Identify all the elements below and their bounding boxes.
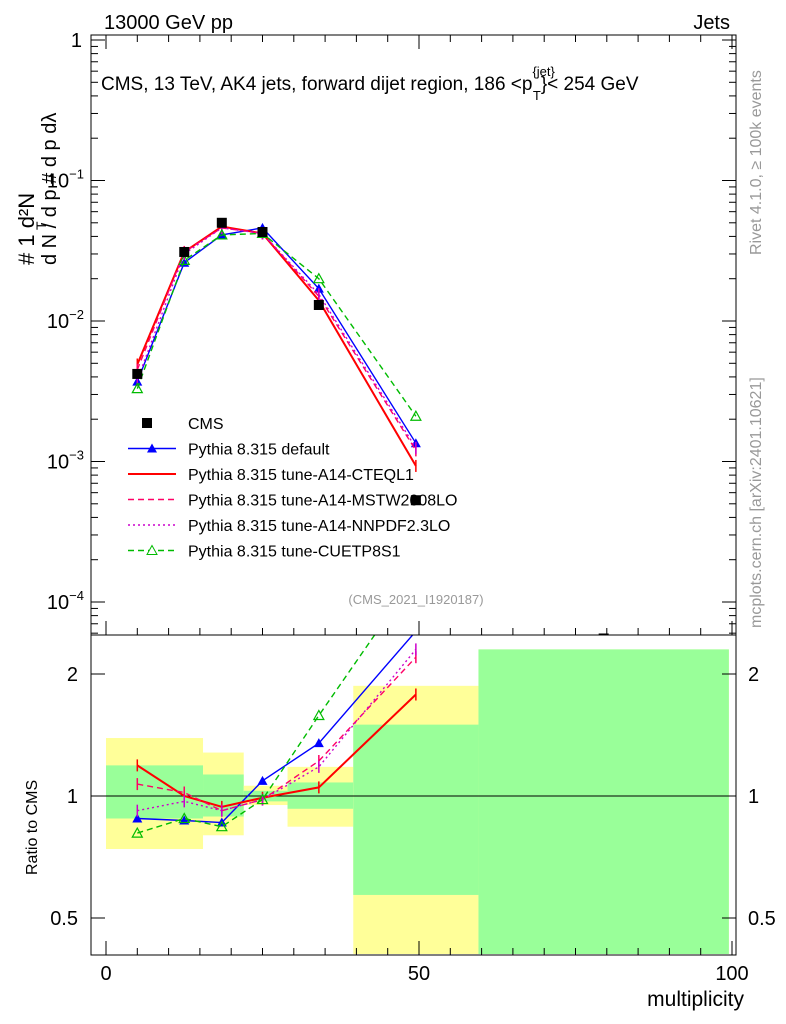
ratio-point-4-5 <box>411 571 421 580</box>
green-band-1 <box>203 774 244 817</box>
title-sup: {jet} <box>532 64 555 79</box>
svg-text:d N / d p # d p dλ: d N / d p # d p dλ <box>39 113 61 265</box>
series-line-0 <box>136 227 417 444</box>
series-line-3 <box>136 227 417 449</box>
ratio-tick-label-right-1: 1 <box>748 786 759 808</box>
svg-text:T: T <box>33 221 49 230</box>
rivet-label: Rivet 4.1.0, ≥ 100k events <box>748 70 765 255</box>
x-tick-label-0: 0 <box>100 963 111 985</box>
title-end: }< 254 GeV <box>541 74 639 95</box>
ratio-point-4-3 <box>256 793 269 805</box>
y-tick-label-4: 10−4 <box>47 588 84 614</box>
point-4-0 <box>131 382 144 394</box>
green-band-4 <box>353 724 479 895</box>
data-point-0 <box>132 368 143 379</box>
legend-marker-4 <box>146 544 158 555</box>
analysis-id: (CMS_2021_I1920187) <box>348 592 483 607</box>
ratio-tick-label-left-0: 2 <box>67 664 78 686</box>
ratio-line-1 <box>136 693 417 808</box>
legend-label-1: Pythia 8.315 tune-A14-CTEQL1 <box>188 467 414 484</box>
title-main: CMS, 13 TeV, AK4 jets, forward dijet reg… <box>101 74 532 95</box>
x-tick-label-2: 100 <box>715 963 748 985</box>
ratio-point-0-4 <box>313 738 324 748</box>
y-tick-label-2: 10−2 <box>47 307 84 333</box>
ratio-point-0-3 <box>257 775 268 785</box>
main-panel <box>131 217 609 635</box>
point-4-2 <box>215 228 228 240</box>
point-4-5 <box>409 409 422 421</box>
series-line-4 <box>136 232 417 417</box>
ratio-line-4 <box>137 635 376 834</box>
data-point-2 <box>216 217 227 228</box>
y-axis-label-main: # 1 d²N d N / d p # d p dλ T <box>14 113 61 265</box>
point-4-1 <box>178 254 191 265</box>
data-point-3 <box>257 226 268 237</box>
chart-title: CMS, 13 TeV, AK4 jets, forward dijet reg… <box>101 64 639 103</box>
legend-marker-data <box>142 418 152 428</box>
green-band-5 <box>478 649 729 954</box>
mcplots-label: mcplots.cern.ch [arXiv:2401.10621] <box>748 377 765 628</box>
ratio-point-4-2 <box>215 820 228 832</box>
legend-label-0: Pythia 8.315 default <box>188 442 330 459</box>
x-tick-label-1: 50 <box>408 963 430 985</box>
series-line-1 <box>136 225 417 467</box>
svg-text:CMS, 13 TeV, AK4 jets, forward: CMS, 13 TeV, AK4 jets, forward dijet reg… <box>101 64 639 103</box>
data-point-extra <box>598 633 609 635</box>
ratio-bands <box>106 649 729 954</box>
process-label: Jets <box>693 12 730 34</box>
legend-label-data: CMS <box>188 416 224 433</box>
legend: CMS Pythia 8.315 default Pythia 8.315 tune… <box>128 416 457 561</box>
legend-marker-0 <box>147 443 157 453</box>
ratio-tick-label-left-2: 0.5 <box>50 908 78 930</box>
ratio-tick-label-left-1: 1 <box>67 786 78 808</box>
ratio-point-0-0 <box>132 813 143 823</box>
ratio-line-2 <box>137 656 417 812</box>
data-point-1 <box>179 246 190 257</box>
ratio-tick-label-right-0: 2 <box>748 664 759 686</box>
point-4-4 <box>312 272 325 284</box>
y-tick-label-0: 1 <box>71 30 82 52</box>
ratio-tick-label-right-2: 0.5 <box>748 908 776 930</box>
ratio-frame <box>90 634 737 956</box>
ratio-point-4-4 <box>312 709 325 721</box>
y-tick-label-1: 10−1 <box>47 167 84 193</box>
y-axis-label-ratio: Ratio to CMS <box>24 780 41 875</box>
ratio-point-4-0 <box>131 826 144 838</box>
energy-label: 13000 GeV pp <box>104 12 233 34</box>
series-line-2 <box>136 227 417 451</box>
green-band-0 <box>106 765 204 819</box>
data-point-5 <box>410 495 421 506</box>
x-axis-label: multiplicity <box>647 988 744 1011</box>
legend-label-2: Pythia 8.315 tune-A14-MSTW2008LO <box>188 493 457 510</box>
ratio-panel <box>91 571 736 838</box>
y-tick-label-3: 10−3 <box>47 448 84 474</box>
legend-label-4: Pythia 8.315 tune-CUETP8S1 <box>188 544 401 561</box>
data-point-4 <box>313 299 324 310</box>
point-0-4 <box>313 283 324 293</box>
ratio-point-4-1 <box>178 812 191 824</box>
svg-text:# 1 d²N: # 1 d²N <box>14 193 39 265</box>
title-sub: T <box>533 88 541 103</box>
legend-label-3: Pythia 8.315 tune-A14-NNPDF2.3LO <box>188 518 450 535</box>
